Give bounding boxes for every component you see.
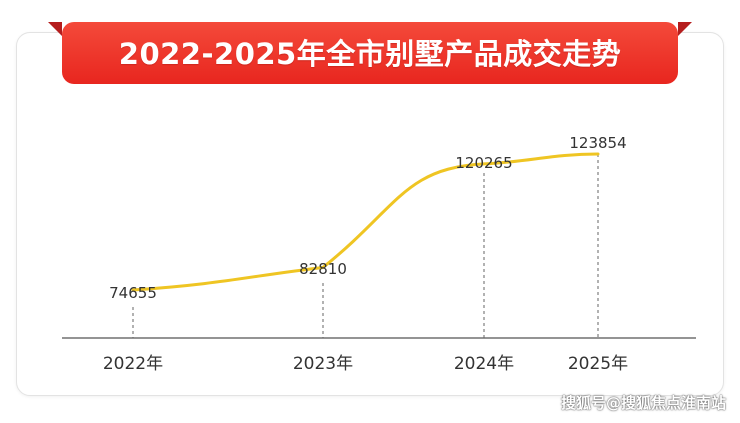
series-line bbox=[131, 152, 600, 292]
data-label-1: 82810 bbox=[299, 260, 347, 278]
title-banner: 2022-2025年全市别墅产品成交走势 bbox=[0, 0, 740, 100]
x-tick-label-1: 2023年 bbox=[293, 354, 353, 374]
chart-title: 2022-2025年全市别墅产品成交走势 bbox=[118, 37, 622, 71]
data-label-0: 74655 bbox=[109, 284, 157, 302]
x-tick-label-3: 2025年 bbox=[568, 354, 628, 374]
chart-card bbox=[16, 32, 724, 396]
data-label-2: 120265 bbox=[455, 154, 512, 172]
banner-shape bbox=[48, 22, 692, 84]
watermark: 搜狐号@搜狐焦点淮南站 bbox=[560, 394, 726, 412]
x-tick-label-2: 2024年 bbox=[454, 354, 514, 374]
data-label-3: 123854 bbox=[569, 134, 626, 152]
x-tick-label-0: 2022年 bbox=[103, 354, 163, 374]
